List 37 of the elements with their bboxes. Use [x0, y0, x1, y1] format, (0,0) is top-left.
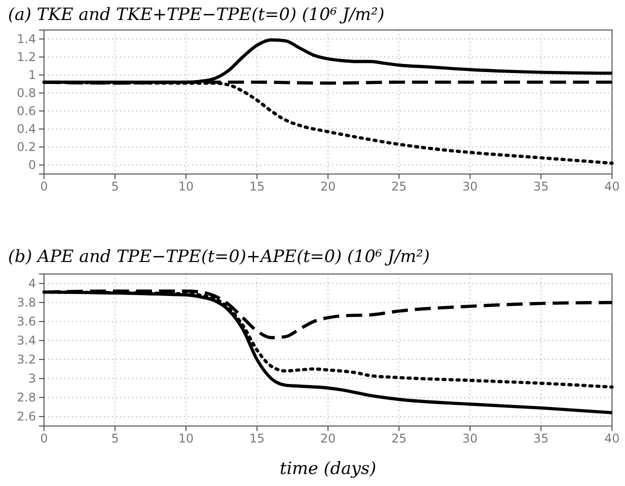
chart-title: (a) TKE and TKE+TPE−TPE(t=0) (10⁶ J/m²) — [8, 5, 384, 25]
x-tick-label: 30 — [462, 180, 478, 194]
y-tick-label: 0.6 — [16, 104, 36, 118]
x-tick-label: 20 — [320, 432, 336, 446]
x-tick-label: 35 — [533, 432, 549, 446]
y-tick-label: 4 — [28, 276, 36, 290]
x-tick-label: 25 — [391, 180, 407, 194]
x-tick-label: 25 — [391, 432, 407, 446]
y-tick-label: 3.2 — [16, 352, 36, 366]
y-tick-label: 1.2 — [16, 50, 36, 64]
x-axis-title: time (days) — [280, 459, 376, 479]
y-tick-label: 0.4 — [16, 122, 36, 136]
chart-title: (b) APE and TPE−TPE(t=0)+APE(t=0) (10⁶ J/m²) — [8, 247, 430, 267]
x-tick-label: 0 — [40, 180, 48, 194]
x-tick-label: 0 — [40, 432, 48, 446]
y-tick-label: 3.4 — [16, 333, 36, 348]
x-tick-label: 15 — [249, 432, 265, 446]
y-tick-label: 2.6 — [16, 409, 36, 424]
y-tick-label: 1.4 — [16, 32, 36, 46]
y-tick-label: 0.2 — [16, 140, 36, 154]
x-tick-label: 35 — [533, 180, 549, 194]
x-tick-label: 15 — [249, 180, 265, 194]
x-tick-label: 40 — [604, 180, 620, 194]
y-tick-label: 0 — [28, 158, 36, 172]
y-tick-label: 0.8 — [16, 86, 36, 100]
y-tick-label: 1 — [28, 68, 36, 82]
y-tick-label: 3.6 — [16, 314, 36, 328]
y-tick-label: 2.8 — [16, 390, 36, 404]
y-tick-label: 3 — [28, 371, 36, 386]
x-tick-label: 5 — [111, 180, 119, 194]
x-tick-label: 10 — [178, 180, 194, 194]
x-tick-label: 10 — [178, 432, 194, 446]
x-tick-label: 30 — [462, 432, 478, 446]
x-tick-label: 40 — [604, 432, 620, 446]
x-tick-label: 20 — [320, 180, 336, 194]
x-tick-label: 5 — [111, 432, 119, 446]
y-tick-label: 3.8 — [16, 295, 36, 310]
